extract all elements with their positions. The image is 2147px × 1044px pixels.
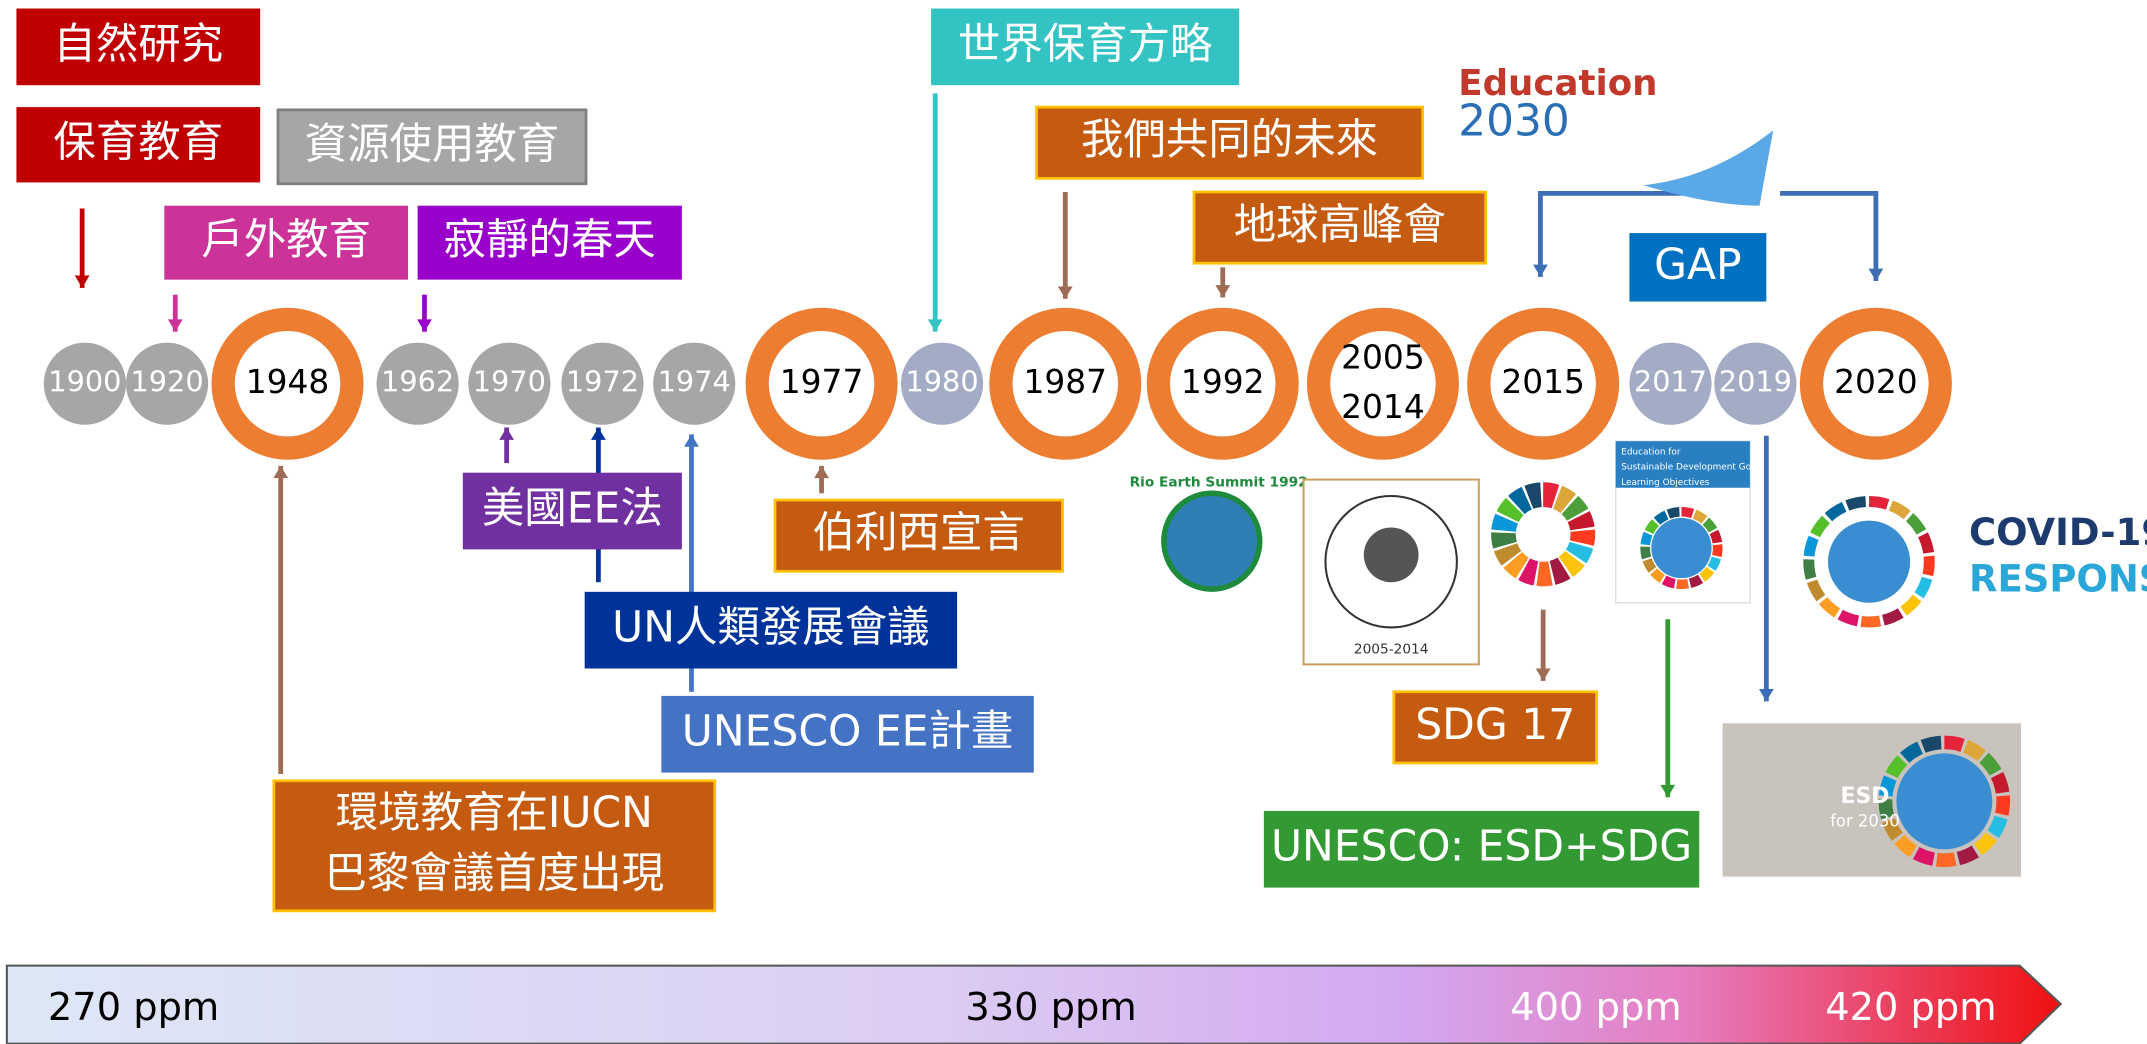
year-label: 1987 (1023, 362, 1107, 401)
esd-globe (1896, 753, 1992, 849)
arrow-head (417, 319, 432, 331)
booklet-globe (1651, 518, 1711, 578)
logo-text: 2005-2014 (1354, 641, 1429, 657)
sdg-wedge (1825, 502, 1847, 521)
sdg-wedge (1918, 532, 1934, 553)
year-label: 1900 (48, 365, 121, 399)
label-text: 巴黎會議首度出現 (325, 849, 665, 898)
year-label: 1970 (473, 365, 546, 399)
arrow-head (1533, 265, 1548, 277)
label-text: 環境教育在IUCN (336, 789, 653, 838)
logo-text: Learning Objectives (1621, 478, 1710, 488)
label-text: UNESCO EE計畫 (682, 708, 1014, 757)
sdg-wedge (1906, 513, 1926, 534)
year-label: 2005 (1341, 338, 1425, 377)
label-text: UNESCO: ESD+SDG (1271, 823, 1692, 872)
label-text: 寂靜的春天 (444, 216, 656, 265)
label-text: 世界保育方略 (958, 20, 1213, 69)
arrow-head (814, 466, 829, 478)
label-text: 伯利西宣言 (813, 509, 1025, 558)
label-text: 資源使用教育 (305, 120, 560, 169)
label-text: 我們共同的未來 (1081, 116, 1378, 165)
sdg-wedge (1810, 516, 1830, 538)
year-label: 1948 (246, 362, 330, 401)
ppm-label: 330 ppm (965, 985, 1136, 1030)
ppm-label: 400 ppm (1510, 985, 1681, 1030)
label-text: 保育教育 (53, 118, 223, 167)
label-text: 地球高峰會 (1234, 201, 1446, 250)
logo-text: RESPONSE (1969, 557, 2147, 600)
label-text: SDG 17 (1415, 701, 1575, 750)
arrow-head (75, 276, 90, 288)
year-label: 1974 (658, 365, 731, 399)
sdg-wedge (1845, 496, 1866, 511)
sdg-wedge (1712, 544, 1722, 557)
arrow-head (1660, 785, 1675, 797)
arrow-head (1759, 689, 1774, 701)
logo-text: ESD (1840, 784, 1889, 809)
arrow-head (1058, 286, 1073, 298)
year-label: 2015 (1501, 362, 1585, 401)
label-text: UN人類發展會議 (612, 604, 929, 653)
arrow-head (1868, 269, 1883, 281)
label-text: GAP (1654, 241, 1742, 290)
arrow-head (1215, 285, 1230, 297)
logo-text: Sustainable Development Goals (1621, 463, 1764, 473)
arrow-head (1536, 669, 1551, 681)
year-label: 2014 (1341, 387, 1425, 426)
logo-text: for 2030 (1830, 811, 1900, 830)
logo-text: Education for (1621, 448, 1681, 458)
logo-text: Rio Earth Summit 1992 (1130, 474, 1308, 490)
timeline-diagram: 1900 1920 1948 1962 1970 1972 1974 1977 1980 1987… (0, 0, 2147, 1044)
year-label: 2017 (1634, 365, 1707, 399)
sdg-wedge (1804, 536, 1819, 557)
arrow-line (1780, 193, 1876, 281)
sdg-wedge (1995, 795, 2010, 816)
logo-text: 2030 (1458, 96, 1569, 147)
sdg-wedge (1838, 610, 1859, 627)
sdg-wedge (1819, 597, 1840, 618)
year-label: 1972 (566, 365, 639, 399)
sdg-wedge (1869, 496, 1889, 510)
arrow-head (684, 434, 699, 446)
arrow-head (928, 319, 943, 331)
arrow-head (168, 319, 183, 331)
sdg-wedge (1536, 561, 1552, 586)
page: { "boxes": [ {"lines": ["自然研究"]}, {"line… (0, 0, 2147, 1044)
ppm-label: 420 ppm (1825, 985, 1996, 1030)
sdg-wedge (1861, 616, 1882, 628)
sdg-wedge (1900, 595, 1921, 616)
sdg-wedge (1882, 608, 1904, 625)
un-decade-globe (1364, 527, 1419, 582)
rio-globe (1164, 493, 1260, 589)
ppm-label: 270 ppm (48, 985, 219, 1030)
arrow-head (591, 428, 606, 440)
label-text: 戶外教育 (201, 216, 371, 265)
sdg-wedge (1915, 577, 1933, 599)
sdg-wedge (1676, 579, 1689, 589)
sdg-wedge (1936, 852, 1957, 867)
label-text: 美國EE法 (482, 485, 663, 534)
year-label: 1920 (130, 365, 203, 399)
year-label: 1977 (780, 362, 864, 401)
logo-text: COVID-19 (1969, 511, 2147, 554)
sdg-wedge (1807, 580, 1825, 602)
year-label: 1992 (1181, 362, 1265, 401)
sdg-wedge (1889, 500, 1911, 519)
year-label: 1962 (381, 365, 454, 399)
covid-globe (1828, 521, 1910, 603)
sdg-wedge (1922, 556, 1934, 577)
year-label: 2019 (1719, 365, 1792, 399)
arrow-head (499, 428, 514, 440)
sdg-wedge (1803, 559, 1816, 579)
arrow-head (273, 466, 288, 478)
year-label: 1980 (905, 365, 978, 399)
year-label: 2020 (1834, 362, 1918, 401)
label-text: 自然研究 (53, 20, 223, 69)
